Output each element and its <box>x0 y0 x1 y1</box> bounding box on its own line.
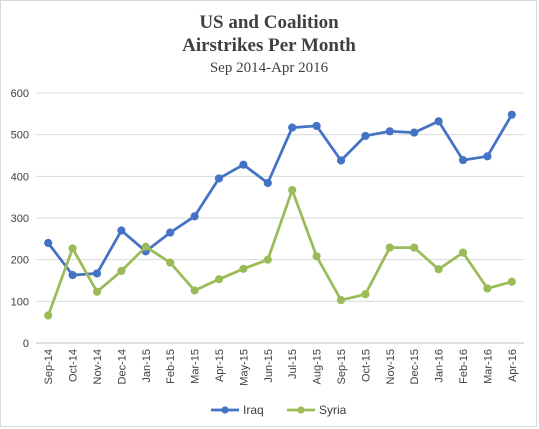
x-tick-label: Oct-14 <box>68 349 80 382</box>
x-tick-label: Dec-15 <box>409 349 421 384</box>
x-tick-label: Mar-16 <box>482 349 494 384</box>
y-tick-label: 100 <box>11 296 29 308</box>
y-tick-label: 600 <box>11 88 29 100</box>
data-point-iraq <box>361 131 370 141</box>
legend-swatch-marker <box>221 406 229 414</box>
data-point-syria <box>434 265 443 274</box>
data-point-syria <box>458 248 468 257</box>
legend-swatch-marker <box>297 406 305 414</box>
data-point-iraq <box>507 110 516 119</box>
data-point-iraq <box>117 226 126 235</box>
data-point-iraq <box>336 156 346 165</box>
data-point-iraq <box>44 238 53 248</box>
x-tick-label: Dec-14 <box>116 349 128 384</box>
x-tick-label: Mar-15 <box>190 349 202 384</box>
gridlines <box>36 92 524 302</box>
x-tick-label: Aug-15 <box>312 349 324 384</box>
x-tick-label: Feb-15 <box>165 349 177 384</box>
chart-title: US and Coalition <box>199 12 339 33</box>
x-tick-label: Jan-15 <box>141 349 153 383</box>
data-point-iraq <box>312 121 321 131</box>
x-tick-label: Nov-14 <box>92 349 104 384</box>
data-point-iraq <box>214 174 224 183</box>
data-point-syria <box>507 277 516 286</box>
legend: Iraq Syria <box>211 403 347 417</box>
data-point-syria <box>239 264 248 273</box>
data-point-syria <box>190 286 199 295</box>
chart-title-line2: Airstrikes Per Month <box>182 35 356 56</box>
legend-item-iraq: Iraq <box>211 403 264 417</box>
data-point-syria <box>410 243 419 252</box>
chart-subtitle: Sep 2014-Apr 2016 <box>210 60 329 76</box>
x-tick-label: Jan-16 <box>434 349 446 383</box>
x-axis: Sep-14 Oct-14 Nov-14 Dec-14 Jan-15 Feb-15 Mar-… <box>36 342 524 386</box>
data-point-syria <box>68 244 77 253</box>
legend-item-syria: Syria <box>287 403 347 417</box>
y-axis: 0 100 200 300 400 500 600 <box>11 88 29 350</box>
data-point-iraq <box>166 228 175 237</box>
data-point-syria <box>312 252 321 261</box>
data-point-iraq <box>410 128 419 137</box>
plot-area <box>44 110 516 320</box>
data-point-iraq <box>434 117 443 126</box>
legend-label: Syria <box>319 403 347 417</box>
y-tick-label: 400 <box>11 171 29 183</box>
data-point-syria <box>44 311 53 320</box>
data-point-iraq <box>385 127 394 136</box>
data-point-syria <box>166 258 175 267</box>
data-point-iraq <box>239 160 248 169</box>
data-point-syria <box>336 295 346 305</box>
data-point-syria <box>483 284 492 293</box>
series-line-syria <box>46 188 514 317</box>
data-point-iraq <box>288 123 297 132</box>
x-tick-label: Feb-16 <box>458 349 470 384</box>
data-point-iraq <box>92 269 102 278</box>
x-tick-label: Sep-14 <box>43 349 55 384</box>
data-point-syria <box>117 266 126 276</box>
data-point-iraq <box>190 212 199 221</box>
legend-label: Iraq <box>243 403 264 417</box>
data-point-syria <box>385 243 394 252</box>
data-point-iraq <box>458 155 468 165</box>
data-point-syria <box>214 275 224 284</box>
y-tick-label: 300 <box>11 213 29 225</box>
x-tick-label: Jun-15 <box>263 349 275 383</box>
data-point-iraq <box>263 178 272 188</box>
data-point-syria <box>288 185 297 195</box>
series-line-iraq <box>46 113 514 277</box>
data-point-syria <box>361 290 370 299</box>
x-tick-label: May-15 <box>238 349 250 386</box>
x-tick-label: Sep-15 <box>336 349 348 384</box>
y-tick-label: 200 <box>11 255 29 267</box>
x-tick-label: Oct-15 <box>360 349 372 382</box>
y-tick-label: 500 <box>11 130 29 142</box>
data-point-syria <box>92 287 102 296</box>
x-tick-label: Nov-15 <box>385 349 397 384</box>
data-point-iraq <box>68 270 77 280</box>
x-tick-label: Jul-15 <box>287 349 299 379</box>
data-point-syria <box>263 255 272 264</box>
data-point-iraq <box>483 152 492 161</box>
data-point-syria <box>141 242 150 251</box>
y-tick-label: 0 <box>23 338 29 350</box>
x-tick-label: Apr-15 <box>214 349 226 382</box>
x-tick-label: Apr-16 <box>507 349 519 382</box>
